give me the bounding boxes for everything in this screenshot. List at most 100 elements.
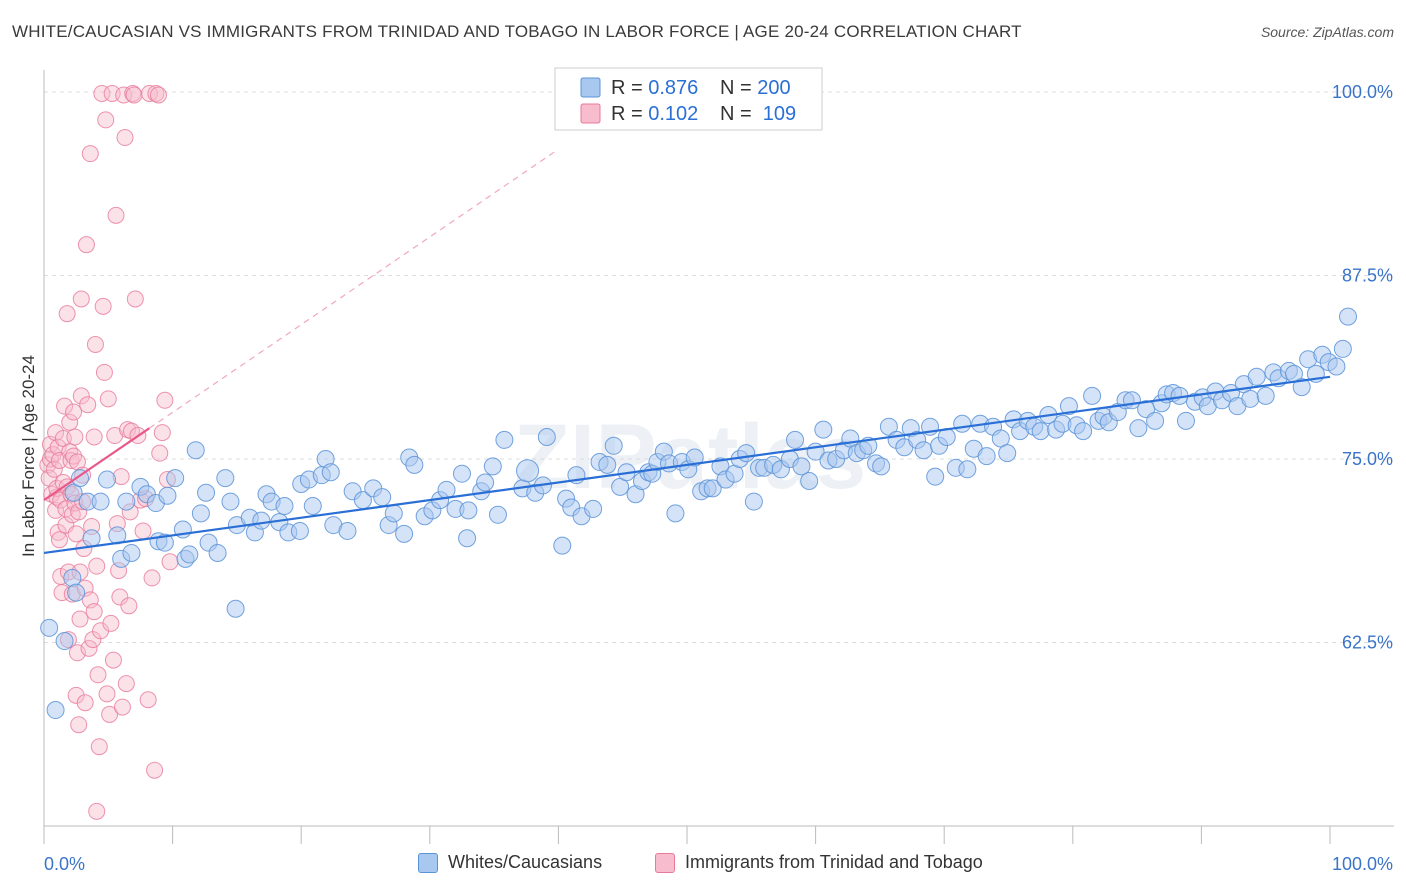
blue-point [180,545,199,564]
bottom-legend: Whites/Caucasians Immigrants from Trinid… [0,852,1406,880]
pink-point [93,84,111,102]
pink-point [66,428,84,446]
pink-point [146,761,164,779]
pink-point [116,129,134,147]
blue-point [452,464,471,483]
blue-point [598,455,617,474]
blue-point [1247,367,1266,386]
blue-point [814,420,833,439]
svg-text:N = 200: N = 200 [720,77,791,99]
blue-point [122,543,141,562]
pink-point [72,387,90,405]
blue-point [792,457,811,476]
blue-point [744,492,763,511]
pink-point [45,460,63,478]
blue-point [737,444,756,463]
pink-point [89,666,107,684]
y-tick-label: 87.5% [1342,266,1393,286]
pink-point [98,685,116,703]
blue-point [46,701,65,720]
pink-point [161,553,179,571]
legend-swatch-trinidad [655,852,675,873]
blue-point [290,521,309,540]
blue-point [977,447,996,466]
pink-point [94,297,112,315]
blue-point [685,448,704,467]
pink-point [95,363,113,381]
blue-point [405,455,424,474]
pink-point [107,206,125,224]
x-tick-labels: 0.0% 100.0% [44,854,1393,874]
pink-point [88,557,106,575]
pink-point [153,424,171,442]
legend-swatch-whites [418,852,438,873]
pink-point [62,451,80,469]
legend-n-label-2: N = [720,103,757,125]
blue-point [553,536,572,555]
pink-point [104,651,122,669]
blue-point [703,479,722,498]
pink-point [71,610,89,628]
pink-point [76,694,94,712]
pink-point [77,236,95,254]
blue-point [537,427,556,446]
legend-item-trinidad: Immigrants from Trinidad and Tobago [655,852,983,873]
pink-point [143,569,161,587]
blue-trend-line [43,375,1331,555]
blue-point [117,492,136,511]
pink-point [115,86,133,104]
blue-point [1327,357,1346,376]
pink-point [85,603,103,621]
blue-point [373,488,392,507]
blue-point [221,492,240,511]
blue-point [197,483,216,502]
blue-point [666,504,685,523]
legend-swatch-pink [580,103,601,124]
blue-point [872,457,891,476]
blue-point [1031,422,1050,441]
pink-point [151,444,169,462]
blue-point [91,492,110,511]
legend-label-whites: Whites/Caucasians [448,852,603,872]
blue-point [1333,339,1352,358]
blue-point [914,441,933,460]
pink-point [101,705,119,723]
pink-point [97,111,115,129]
blue-point [958,460,977,479]
legend-swatch-blue [580,77,601,98]
blue-point [216,469,235,488]
blue-point [208,543,227,562]
legend-n-value-1: 200 [757,77,790,99]
pink-point [113,698,131,716]
blue-point [303,496,322,515]
svg-text:R = 0.876: R = 0.876 [611,77,698,99]
legend-item-whites: Whites/Caucasians [418,852,602,873]
pink-point [81,145,99,163]
blue-point [459,501,478,520]
pink-point [147,84,165,102]
blue-point [1059,397,1078,416]
pink-point [139,691,157,709]
legend-r-label-2: R = [611,103,648,125]
source-credit: Source: ZipAtlas.com [1260,24,1394,40]
x-tick-label: 0.0% [44,854,85,874]
blue-point [488,505,507,524]
pink-point [99,390,117,408]
blue-point [384,504,403,523]
series-blue-points [40,307,1358,720]
pink-point [72,290,90,308]
series-pink-points [39,84,179,820]
blue-point [1292,378,1311,397]
pink-point [90,738,108,756]
pink-point [58,305,76,323]
blue-point [495,430,514,449]
blue-point [1083,386,1102,405]
blue-point [1146,411,1165,430]
blue-point [879,417,898,436]
pink-point [156,391,174,409]
pink-point [56,397,74,415]
pink-point [140,84,158,102]
blue-point [926,467,945,486]
y-tick-label: 75.0% [1342,449,1393,469]
